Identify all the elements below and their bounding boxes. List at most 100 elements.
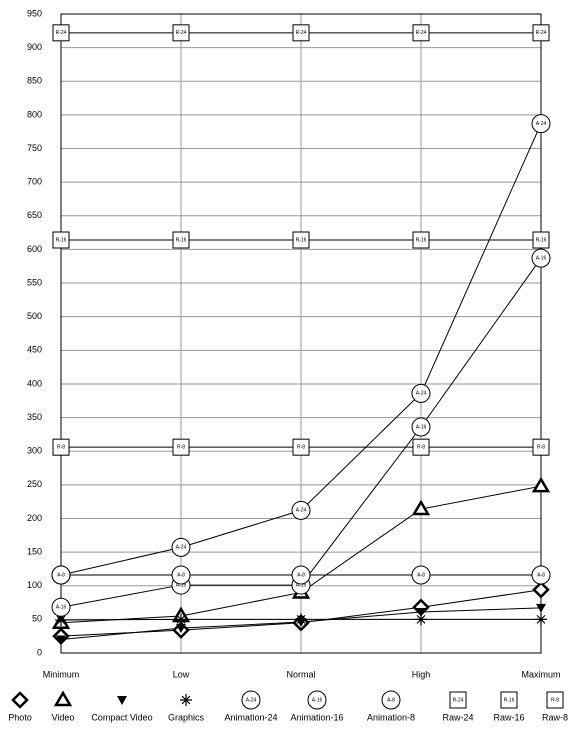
legend-item: Photo — [8, 691, 32, 722]
marker-text: A-16 — [416, 424, 427, 430]
marker-text: R-8 — [57, 445, 65, 451]
marker-text: R-16 — [176, 237, 187, 243]
x-tick-label: Maximum — [521, 669, 560, 679]
marker-text: A-16 — [312, 697, 323, 703]
y-tick-label: 300 — [27, 446, 42, 456]
marker-text: A-16 — [56, 605, 67, 611]
point — [52, 24, 70, 42]
legend-label: Compact Video — [91, 712, 152, 722]
legend-label: Photo — [8, 712, 32, 722]
y-tick-label: 450 — [27, 345, 42, 355]
legend-label: Graphics — [168, 712, 205, 722]
point — [52, 438, 70, 456]
marker-text: A-8 — [177, 572, 185, 578]
legend-marker — [11, 691, 29, 709]
y-tick-label: 900 — [27, 42, 42, 52]
marker-text: R-24 — [296, 30, 307, 36]
point — [171, 537, 191, 557]
legend-label: Raw-16 — [493, 712, 524, 722]
point — [292, 24, 310, 42]
point — [291, 500, 311, 520]
legend-marker — [500, 691, 518, 709]
point — [412, 231, 430, 249]
point — [531, 114, 551, 134]
legend-label: Raw-24 — [442, 712, 473, 722]
y-tick-label: 100 — [27, 580, 42, 590]
legend-item: A-24 Animation-24 — [224, 690, 278, 722]
point — [295, 613, 307, 626]
point — [176, 624, 186, 634]
y-tick-label: 500 — [27, 311, 42, 321]
point — [532, 438, 550, 456]
marker-text: A-24 — [176, 545, 187, 551]
point — [56, 635, 66, 645]
x-tick-label: High — [412, 669, 431, 679]
legend-label: Animation-24 — [224, 712, 277, 722]
y-tick-label: 750 — [27, 143, 42, 153]
marker-text: R-16 — [504, 697, 515, 703]
point — [412, 438, 430, 456]
legend-marker — [307, 690, 327, 710]
marker-text: R-24 — [176, 30, 187, 36]
marker-text: R-16 — [536, 237, 547, 243]
point — [532, 231, 550, 249]
point — [531, 248, 551, 268]
legend-item: Video — [52, 690, 75, 722]
legend-label: Raw-8 — [542, 712, 568, 722]
marker-text: A-24 — [246, 697, 257, 703]
y-tick-label: 250 — [27, 479, 42, 489]
point — [411, 565, 431, 585]
marker-text: A-8 — [57, 572, 65, 578]
point — [531, 476, 551, 493]
marker-text: R-8 — [177, 445, 185, 451]
marker-text: A-8 — [297, 572, 305, 578]
point — [536, 603, 546, 613]
point — [51, 565, 71, 585]
marker-text: R-16 — [296, 237, 307, 243]
series-markers: R-16 R-16 R-16 R-16 R-16 — [52, 231, 550, 249]
point — [172, 231, 190, 249]
point — [291, 565, 311, 585]
point — [416, 607, 426, 617]
marker-text: A-8 — [537, 572, 545, 578]
legend-marker — [546, 691, 564, 709]
marker-text: A-8 — [417, 572, 425, 578]
point — [172, 24, 190, 42]
marker-text: R-8 — [297, 445, 305, 451]
legend-item: R-16 Raw-16 — [493, 691, 525, 722]
point — [415, 613, 427, 626]
series-markers: R-8 R-8 R-8 R-8 R-8 — [52, 438, 550, 456]
marker-text: A-24 — [416, 391, 427, 397]
marker-text: R-8 — [537, 445, 545, 451]
y-tick-label: 700 — [27, 177, 42, 187]
point — [531, 565, 551, 585]
legend-item: R-24 Raw-24 — [442, 691, 474, 722]
point — [411, 417, 431, 437]
marker-text: R-16 — [56, 237, 67, 243]
marker-text: A-24 — [296, 508, 307, 514]
point — [532, 581, 550, 599]
legend-item: A-8 Animation-8 — [367, 690, 415, 722]
series-markers: R-24 R-24 R-24 R-24 R-24 — [52, 24, 550, 42]
marker-text: R-8 — [551, 697, 559, 703]
y-tick-label: 350 — [27, 412, 42, 422]
y-tick-label: 0 — [37, 647, 42, 657]
y-tick-label: 50 — [32, 614, 42, 624]
legend-marker — [241, 690, 261, 710]
point — [52, 231, 70, 249]
legend-label: Video — [52, 712, 75, 722]
series-markers: A-8 A-8 A-8 A-8 A-8 — [51, 565, 551, 585]
legend-item: Graphics — [168, 694, 205, 722]
point — [412, 24, 430, 42]
y-tick-label: 200 — [27, 513, 42, 523]
legend-item: Compact Video — [91, 696, 153, 722]
point — [292, 438, 310, 456]
y-tick-label: 800 — [27, 109, 42, 119]
y-tick-label: 600 — [27, 244, 42, 254]
legend-marker — [449, 691, 467, 709]
point — [51, 597, 71, 617]
marker-text: R-16 — [416, 237, 427, 243]
legend-marker — [53, 690, 73, 707]
y-tick-label: 150 — [27, 546, 42, 556]
